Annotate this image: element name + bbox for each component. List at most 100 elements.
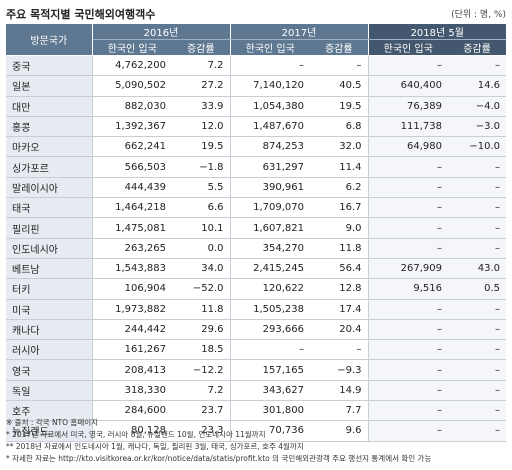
country-cell: 말레이시아 — [6, 177, 92, 199]
growth-2018-cell: −4.0 — [448, 96, 507, 117]
growth-2018-cell: – — [448, 359, 507, 381]
visitors-2018-cell: 111,738 — [367, 116, 448, 138]
footnote-2018: ** 2018년 자료에서 인도네시아 1월, 캐나다, 독일, 필리핀 3월,… — [6, 442, 304, 451]
travel-statistics-table: 방문국가 2016년 2017년 2018년 5월 한국인 입국 증감률 한국인… — [6, 24, 507, 442]
growth-2018-cell: 14.6 — [448, 75, 507, 97]
visitors-2018-header: 한국인 입국 — [367, 39, 448, 56]
table-row: 터키 106,904 −52.0 120,622 12.8 9,516 0.5 — [6, 278, 507, 300]
header-row-years: 방문국가 2016년 2017년 2018년 5월 — [6, 24, 507, 56]
visitors-2017-cell: 293,666 — [229, 319, 310, 341]
table-row: 독일 318,330 7.2 343,627 14.9– – — [6, 380, 507, 402]
growth-2018-cell: – — [448, 339, 507, 361]
visitors-2016-cell: 263,265 — [91, 238, 172, 259]
growth-2018-cell: – — [448, 380, 507, 402]
country-cell: 싱가포르 — [6, 156, 92, 178]
growth-2016-cell: 27.2 — [172, 75, 230, 97]
visitors-2018-cell: – — [367, 156, 448, 178]
visitors-2016-cell: 318,330 — [91, 380, 172, 402]
visitors-2017-cell: 354,270 — [229, 238, 310, 259]
table-row: 러시아 161,267 18.5– – – – — [6, 339, 507, 361]
visitors-2018-cell: 64,980 — [367, 136, 448, 158]
growth-2016-cell: 19.5 — [172, 136, 230, 158]
visitors-2017-cell: 390,961 — [229, 177, 310, 199]
visitors-2016-header: 한국인 입국 — [92, 39, 172, 56]
visitors-2017-cell: 157,165 — [229, 359, 310, 381]
visitors-2016-cell: 444,439 — [91, 177, 172, 199]
visitors-2018-cell: – — [367, 400, 448, 422]
growth-2017-cell: 32.0 — [310, 136, 368, 158]
visitors-2017-cell: – — [229, 339, 310, 361]
visitors-2018-cell: – — [367, 380, 448, 402]
table-row: 필리핀 1,475,081 10.1 1,607,821 9.0– – — [6, 217, 507, 239]
visitors-2016-cell: 106,904 — [91, 278, 172, 300]
growth-2017-cell: 16.7 — [310, 197, 368, 219]
footnote-2017: * 2017년 자료에서 미국, 영국, 러시아 8월, 뉴질랜드 10월, 인… — [6, 430, 266, 439]
country-cell: 독일 — [6, 380, 92, 402]
visitors-2016-cell: 1,392,367 — [91, 116, 172, 138]
growth-2017-cell: 20.4 — [310, 319, 368, 341]
country-cell: 필리핀 — [6, 217, 92, 239]
table-row: 인도네시아 263,265 0.0 354,270 11.8– – — [6, 238, 507, 259]
year-2016-header: 2016년 — [92, 24, 230, 40]
growth-2018-cell: – — [448, 197, 507, 219]
growth-2016-header: 증감률 — [172, 39, 230, 56]
table-row: 홍콩 1,392,367 12.0 1,487,670 6.8 111,738 −3.0 — [6, 116, 507, 138]
visitors-2017-cell: 1,607,821 — [229, 217, 310, 239]
growth-2018-cell: 0.5 — [448, 278, 507, 300]
unit-label: (단위 : 명, %) — [451, 10, 506, 20]
visitors-2016-cell: 5,090,502 — [91, 75, 172, 97]
growth-2017-cell: 11.8 — [310, 238, 368, 259]
visitors-2017-cell: 120,622 — [229, 278, 310, 300]
visitors-2017-header: 한국인 입국 — [229, 39, 310, 56]
growth-2016-cell: 7.2 — [172, 55, 230, 77]
growth-2018-cell: – — [448, 299, 507, 320]
table-row: 뉴질랜드 80,128 23.3 70,736 9.6– – — [6, 420, 507, 442]
growth-2017-cell: 9.0 — [310, 217, 368, 239]
source-note: ※ 출처 : 각국 NTO 홈페이지 — [6, 418, 99, 427]
growth-2018-cell: – — [448, 319, 507, 341]
growth-2017-cell: 17.4 — [310, 299, 368, 320]
country-cell: 터키 — [6, 278, 92, 300]
table-row: 미국 1,973,882 11.8 1,505,238 17.4– – — [6, 299, 507, 320]
growth-2018-header: 증감률 — [448, 39, 507, 56]
visitors-2018-cell: – — [367, 359, 448, 381]
table-row: 일본 5,090,502 27.2 7,140,120 40.5 640,400 14.6 — [6, 75, 507, 97]
visitors-2017-cell: 7,140,120 — [229, 75, 310, 97]
visitors-2017-cell: 631,297 — [229, 156, 310, 178]
year-2017-header: 2017년 — [229, 24, 368, 40]
visitors-2017-cell: 1,487,670 — [229, 116, 310, 138]
visitors-2017-cell: 70,736 — [229, 420, 310, 442]
country-cell: 인도네시아 — [6, 238, 92, 259]
country-cell: 태국 — [6, 197, 92, 219]
visitors-2016-cell: 662,241 — [91, 136, 172, 158]
visitors-2017-cell: 301,800 — [229, 400, 310, 422]
visitors-2016-cell: 566,503 — [91, 156, 172, 178]
growth-2017-cell: 12.8 — [310, 278, 368, 300]
country-cell: 뉴질랜드 — [6, 420, 92, 442]
growth-2016-cell: 12.0 — [172, 116, 230, 138]
visitors-2018-cell: – — [367, 420, 448, 442]
growth-2016-cell: −1.8 — [172, 156, 230, 178]
footnotes: ※ 출처 : 각국 NTO 홈페이지 * 2017년 자료에서 미국, 영국, … — [6, 417, 431, 465]
visitors-2017-cell: 874,253 — [229, 136, 310, 158]
growth-2018-cell: – — [448, 217, 507, 239]
growth-2017-cell: 19.5 — [310, 96, 368, 117]
visitors-2016-cell: 80,128 — [91, 420, 172, 442]
visitors-2016-cell: 882,030 — [91, 96, 172, 117]
visitors-2018-cell: 76,389 — [367, 96, 448, 117]
visitors-2017-cell: 1,709,070 — [229, 197, 310, 219]
visitors-2017-cell: 1,505,238 — [229, 299, 310, 320]
visitors-2016-cell: 1,464,218 — [91, 197, 172, 219]
year-2018-header: 2018년 5월 — [367, 24, 507, 40]
visitors-2018-cell: – — [367, 177, 448, 199]
visitors-2018-cell: – — [367, 339, 448, 361]
country-cell: 호주 — [6, 400, 92, 422]
growth-2018-cell: – — [448, 420, 507, 442]
visitors-2016-cell: 161,267 — [91, 339, 172, 361]
country-cell: 영국 — [6, 359, 92, 381]
country-cell: 중국 — [6, 55, 92, 77]
growth-2016-cell: 6.6 — [172, 197, 230, 219]
country-cell: 마카오 — [6, 136, 92, 158]
visitors-2018-cell: – — [367, 197, 448, 219]
